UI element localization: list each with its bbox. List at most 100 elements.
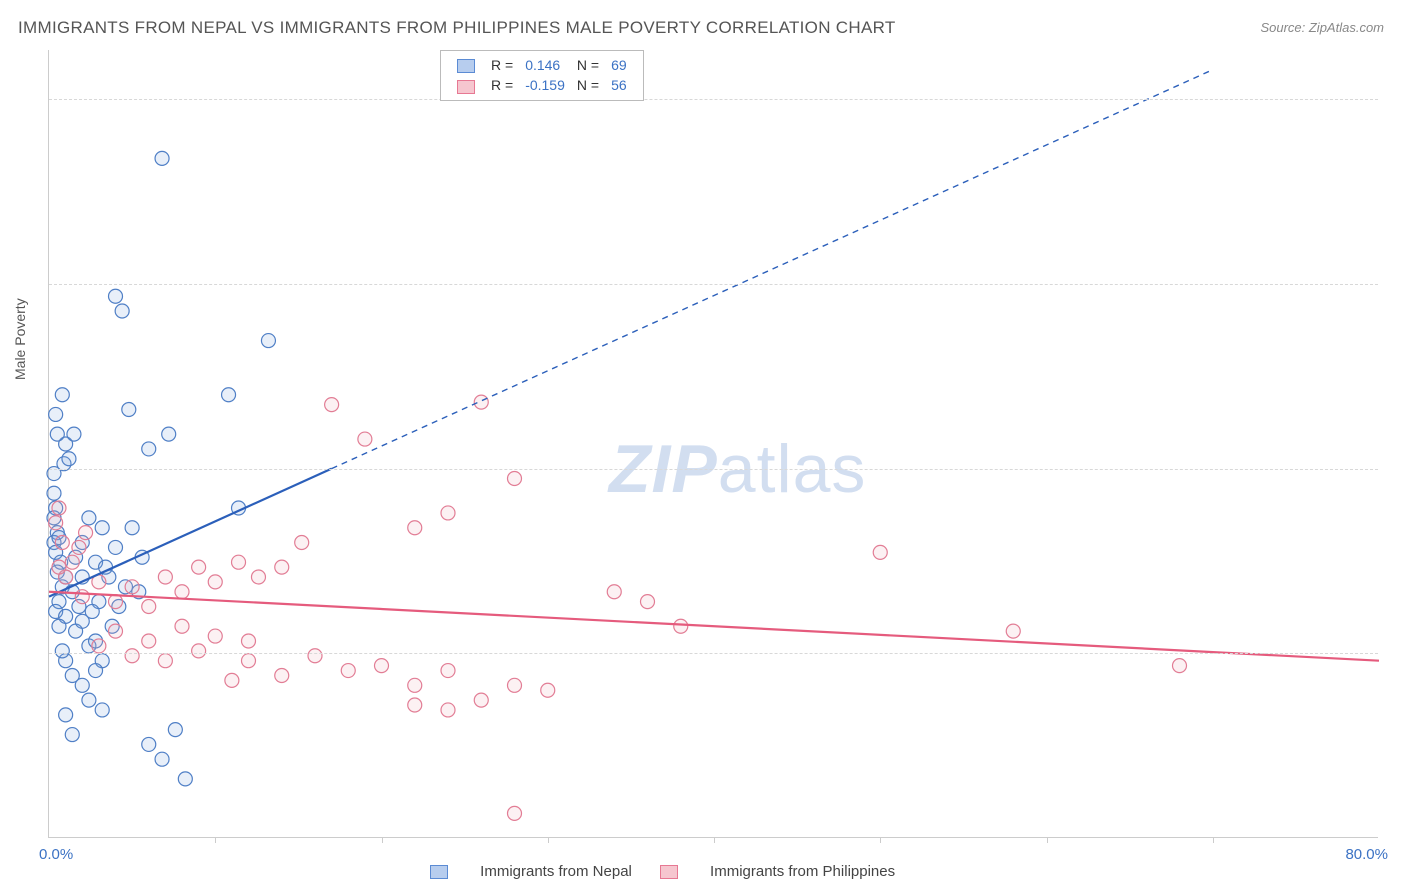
x-origin-label: 0.0% [39,846,73,863]
y-tick-label: 22.5% [1382,274,1406,291]
point-philippines [873,545,887,559]
point-nepal [75,678,89,692]
r-label: R = [485,55,519,75]
n-value: 69 [605,55,633,75]
point-philippines [541,683,555,697]
point-nepal [95,521,109,535]
point-philippines [508,806,522,820]
point-philippines [109,595,123,609]
point-philippines [52,501,66,515]
x-tick [714,837,715,843]
point-philippines [49,516,63,530]
legend-series: Immigrants from Nepal Immigrants from Ph… [430,863,923,880]
point-philippines [408,521,422,535]
point-philippines [275,668,289,682]
point-nepal [261,334,275,348]
point-philippines [109,624,123,638]
point-nepal [142,737,156,751]
point-philippines [341,664,355,678]
point-philippines [65,555,79,569]
legend-swatch [457,80,475,94]
legend-swatch [430,865,448,879]
point-philippines [375,659,389,673]
point-philippines [641,595,655,609]
point-nepal [89,664,103,678]
point-philippines [308,649,322,663]
point-nepal [95,703,109,717]
point-philippines [52,560,66,574]
x-tick [382,837,383,843]
x-max-label: 80.0% [1345,846,1388,863]
point-nepal [59,708,73,722]
point-nepal [162,427,176,441]
point-philippines [175,619,189,633]
x-tick [1213,837,1214,843]
point-nepal [62,452,76,466]
x-tick [880,837,881,843]
trend-dash-nepal [332,70,1213,469]
r-label: R = [485,75,519,95]
gridline [49,653,1378,654]
point-philippines [142,634,156,648]
y-tick-label: 15.0% [1382,459,1406,476]
x-tick [215,837,216,843]
point-philippines [208,629,222,643]
chart-title: IMMIGRANTS FROM NEPAL VS IMMIGRANTS FROM… [18,18,896,38]
point-philippines [1006,624,1020,638]
point-nepal [125,521,139,535]
point-philippines [441,506,455,520]
point-philippines [72,540,86,554]
point-philippines [79,526,93,540]
x-tick [1047,837,1048,843]
point-philippines [175,585,189,599]
gridline [49,99,1378,100]
point-philippines [125,580,139,594]
point-philippines [225,673,239,687]
point-philippines [55,536,69,550]
point-nepal [122,403,136,417]
legend-swatch [660,865,678,879]
point-philippines [158,654,172,668]
point-nepal [85,604,99,618]
point-philippines [441,664,455,678]
gridline [49,284,1378,285]
point-philippines [295,536,309,550]
point-nepal [109,540,123,554]
point-philippines [607,585,621,599]
point-philippines [192,560,206,574]
point-philippines [325,398,339,412]
point-philippines [242,634,256,648]
point-philippines [358,432,372,446]
point-philippines [474,693,488,707]
point-philippines [1173,659,1187,673]
y-tick-label: 30.0% [1382,89,1406,106]
point-nepal [67,427,81,441]
point-nepal [178,772,192,786]
point-nepal [50,427,64,441]
point-philippines [408,678,422,692]
point-nepal [168,723,182,737]
point-philippines [408,698,422,712]
point-philippines [92,639,106,653]
chart-svg [49,50,1378,837]
x-tick [548,837,549,843]
legend-item: Immigrants from Philippines [660,863,895,880]
point-nepal [52,619,66,633]
point-nepal [55,388,69,402]
gridline [49,469,1378,470]
n-label: N = [571,55,605,75]
point-philippines [275,560,289,574]
point-nepal [222,388,236,402]
point-nepal [82,511,96,525]
plot-area: ZIPatlas 0.0% 80.0% 7.5%15.0%22.5%30.0% [48,50,1378,838]
legend-item: Immigrants from Nepal [430,863,632,880]
point-philippines [674,619,688,633]
r-value: -0.159 [519,75,571,95]
legend-row: R =-0.159N =56 [451,75,633,95]
point-philippines [208,575,222,589]
point-nepal [155,752,169,766]
trend-philippines [49,592,1379,661]
y-axis-label: Male Poverty [12,298,28,380]
point-philippines [474,395,488,409]
point-nepal [155,151,169,165]
